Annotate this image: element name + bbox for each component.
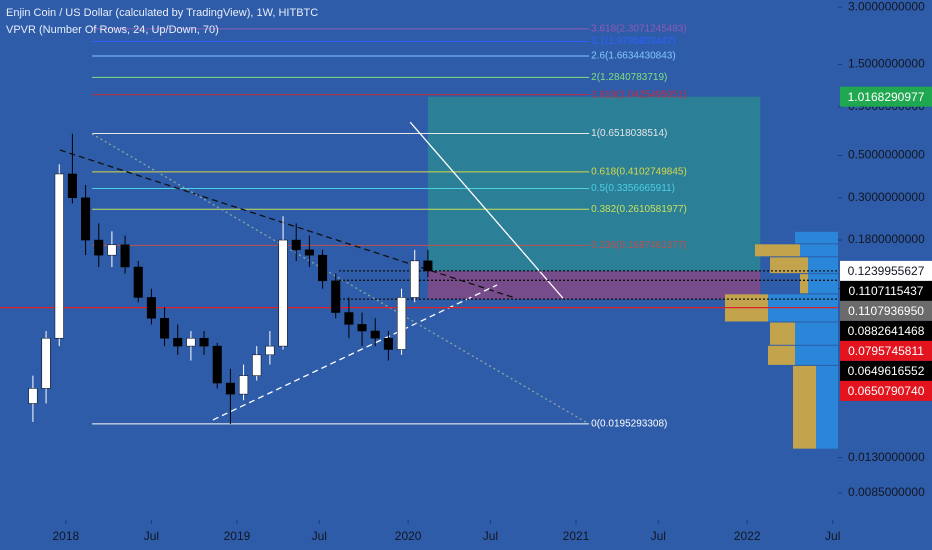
price-badge bbox=[840, 340, 932, 361]
candle-body bbox=[357, 324, 367, 332]
fib-label: 1(0.6518038514) bbox=[591, 128, 667, 139]
price-badge bbox=[840, 280, 932, 301]
fib-label: 2.6(1.6634430843) bbox=[591, 51, 676, 62]
price-badge bbox=[840, 260, 932, 281]
candle-body bbox=[67, 173, 77, 199]
price-badge-label: 0.1239955627 bbox=[848, 264, 925, 278]
candle-body bbox=[186, 337, 196, 347]
x-tick-label: Jul bbox=[144, 529, 159, 543]
price-badge-label: 0.0795745811 bbox=[848, 344, 924, 358]
trend-line bbox=[91, 133, 590, 425]
candle-body bbox=[383, 337, 393, 350]
candle-body bbox=[304, 249, 314, 256]
candle-body bbox=[133, 266, 143, 298]
candle-body bbox=[291, 239, 301, 251]
candle-body bbox=[370, 330, 380, 339]
y-tick-label: 1.5000000000 bbox=[848, 57, 925, 71]
candle-body bbox=[41, 337, 51, 389]
vpvr-down bbox=[770, 257, 808, 274]
candle-body bbox=[107, 244, 117, 256]
candle-body bbox=[265, 345, 275, 356]
price-badge bbox=[840, 86, 932, 107]
candle-body bbox=[252, 354, 262, 376]
vpvr-up bbox=[816, 365, 838, 449]
candle-body bbox=[81, 197, 91, 241]
x-tick-label: 2022 bbox=[734, 529, 761, 543]
vpvr-down bbox=[800, 274, 808, 294]
x-tick-label: 2019 bbox=[224, 529, 251, 543]
y-tick-label: 0.5000000000 bbox=[848, 148, 925, 162]
price-badge-label: 0.0882641468 bbox=[848, 324, 925, 338]
x-tick-label: Jul bbox=[825, 529, 840, 543]
vpvr-down bbox=[793, 365, 816, 449]
candle-body bbox=[199, 337, 209, 347]
axes: 3.00000000001.50000000000.90000000000.50… bbox=[52, 0, 932, 543]
fib-label: 0.236(0.1687461377) bbox=[591, 240, 687, 251]
price-badge bbox=[840, 380, 932, 401]
vpvr-down bbox=[770, 322, 795, 345]
price-badge-label: 0.1107115437 bbox=[849, 284, 924, 298]
fib-label: 2(1.2840783719) bbox=[591, 72, 667, 83]
fib-label: 0.5(0.3356665911) bbox=[591, 183, 675, 194]
price-badge-label: 0.0649616552 bbox=[848, 364, 925, 378]
chart-title: Enjin Coin / US Dollar (calculated by Tr… bbox=[6, 7, 318, 19]
candle-body bbox=[54, 173, 64, 339]
x-tick-label: 2020 bbox=[395, 529, 422, 543]
candle-body bbox=[225, 382, 235, 395]
vpvr-up bbox=[808, 274, 838, 294]
candle-body bbox=[331, 280, 341, 313]
plot-area: 3.618(2.3071245483)3.1(1.9795803447) 2.6(… bbox=[0, 24, 838, 449]
target-zone bbox=[427, 96, 761, 271]
y-tick-label: 0.3000000000 bbox=[848, 190, 925, 204]
vpvr-up bbox=[808, 257, 838, 274]
vpvr-down bbox=[755, 244, 800, 257]
price-badge bbox=[840, 360, 932, 381]
candle-body bbox=[397, 297, 407, 350]
x-tick-label: Jul bbox=[651, 529, 666, 543]
candle-body bbox=[212, 345, 222, 384]
x-tick-label: Jul bbox=[483, 529, 498, 543]
price-badge-label: 0.1107936950 bbox=[848, 304, 924, 318]
candle-body bbox=[278, 239, 288, 347]
stop-zone bbox=[427, 270, 761, 300]
fib-label: 0.618(0.4102749845) bbox=[591, 166, 687, 177]
x-tick-label: Jul bbox=[312, 529, 327, 543]
candle-body bbox=[160, 317, 170, 339]
x-tick-label: 2021 bbox=[563, 529, 590, 543]
candle-body bbox=[239, 375, 249, 395]
price-badge bbox=[840, 300, 932, 321]
trend-line bbox=[409, 121, 564, 299]
vpvr-down bbox=[768, 345, 795, 365]
y-tick-label: 3.0000000000 bbox=[848, 0, 925, 13]
fib-label: 0.382(0.2610581977) bbox=[591, 204, 687, 215]
vpvr-up bbox=[800, 244, 838, 257]
x-tick-label: 2018 bbox=[52, 529, 79, 543]
fib-label: 3.1(1.9795803447) bbox=[591, 36, 676, 47]
candle-body bbox=[173, 337, 183, 347]
fib-label: 0(0.0195293308) bbox=[591, 419, 667, 430]
y-tick-label: 0.1800000000 bbox=[848, 232, 925, 246]
price-badge-label: 0.0650790740 bbox=[848, 384, 925, 398]
candle-body bbox=[120, 244, 130, 268]
candle-body bbox=[410, 260, 420, 298]
y-tick-label: 0.0085000000 bbox=[848, 485, 925, 499]
candle-body bbox=[146, 297, 156, 319]
vpvr-up bbox=[795, 231, 838, 244]
candle-body bbox=[28, 388, 38, 404]
candle-body bbox=[423, 260, 433, 272]
y-tick-label: 0.0130000000 bbox=[848, 450, 925, 464]
vpvr-up bbox=[795, 322, 838, 345]
fib-label: 1.618(1.0425495051) bbox=[591, 89, 687, 100]
vpvr-up bbox=[795, 345, 838, 365]
candle-body bbox=[318, 254, 328, 282]
indicator-label: VPVR (Number Of Rows, 24, Up/Down, 70) bbox=[6, 24, 219, 36]
candle-body bbox=[94, 239, 104, 256]
fib-label: 3.618(2.3071245483) bbox=[591, 24, 687, 35]
price-badge-label: 1.0168290977 bbox=[848, 90, 925, 104]
price-badge bbox=[840, 320, 932, 341]
candle-body bbox=[344, 312, 354, 325]
